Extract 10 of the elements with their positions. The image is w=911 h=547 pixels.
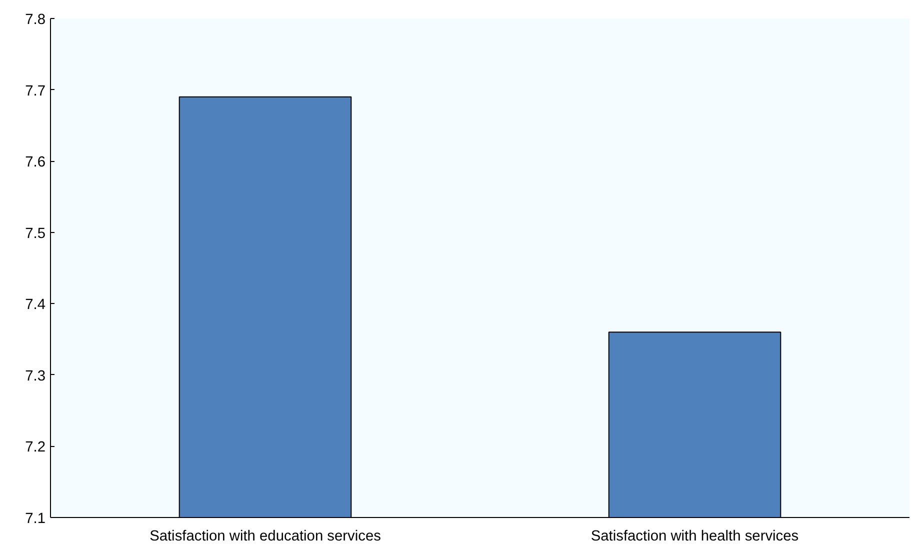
y-tick-label: 7.5	[25, 226, 46, 242]
x-tick-label: Satisfaction with education services	[150, 528, 381, 544]
y-tick-label: 7.1	[25, 511, 46, 527]
y-tick-label: 7.8	[25, 12, 46, 28]
y-tick-label: 7.7	[25, 83, 46, 100]
y-tick-label: 7.3	[25, 368, 46, 384]
y-tick-label: 7.6	[25, 154, 46, 171]
y-tick-label: 7.4	[25, 297, 46, 314]
x-tick-label: Satisfaction with health services	[590, 528, 799, 544]
y-tick-label: 7.2	[25, 440, 46, 456]
